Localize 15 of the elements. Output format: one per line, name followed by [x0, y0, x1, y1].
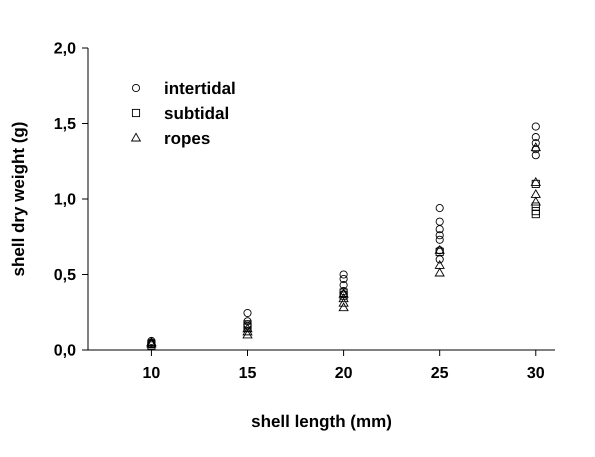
x-tick-label: 15 [238, 365, 257, 382]
y-tick-label: 1,0 [54, 192, 76, 209]
y-tick-label: 0,0 [54, 342, 76, 360]
legend-label: subtidal [164, 104, 230, 123]
y-tick-label: 1,5 [54, 116, 76, 134]
y-tick-label: 0,5 [54, 267, 76, 284]
y-tick-label: 2,0 [54, 40, 76, 58]
x-axis-title: shell length (mm) [251, 412, 392, 431]
x-tick-label: 25 [430, 365, 449, 382]
x-tick-label: 20 [334, 365, 353, 382]
y-axis-title: shell dry weight (g) [9, 122, 28, 276]
x-tick-label: 10 [142, 365, 160, 382]
legend-label: ropes [164, 128, 210, 148]
x-tick-label: 30 [526, 365, 545, 382]
legend-label: intertidal [164, 78, 236, 98]
